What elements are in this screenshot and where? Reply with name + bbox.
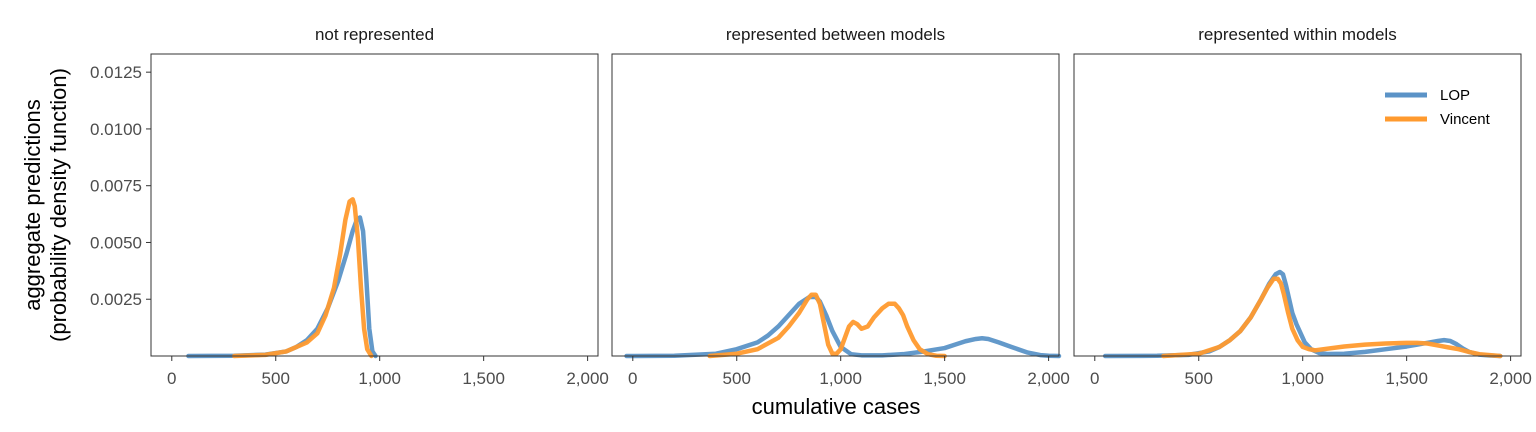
x-tick-label-2-0: 0: [628, 369, 637, 388]
panel-border-2: [611, 53, 1060, 357]
density-line-vincent-panel-2: [707, 292, 947, 359]
x-tick-label-2-1: 500: [723, 369, 751, 388]
x-tick-label-3-3: 1,500: [1385, 369, 1428, 388]
density-line-vincent-panel-3: [1161, 276, 1503, 359]
y-tick-label-0: 0.0025: [90, 290, 142, 309]
y-tick-label-2: 0.0075: [90, 177, 142, 196]
y-axis-title-line-1: aggregate predictions: [20, 99, 45, 311]
density-line-vincent-panel-1: [231, 197, 374, 359]
x-tick-label-1-2: 1,000: [358, 369, 401, 388]
y-axis-title-line-2: (probability density function): [46, 68, 71, 342]
y-tick-label-4: 0.0125: [90, 63, 142, 82]
x-tick-label-1-1: 500: [262, 369, 290, 388]
legend-label-vincent: Vincent: [1440, 111, 1491, 128]
x-axis-title: cumulative cases: [752, 394, 921, 419]
x-tick-label-2-3: 1,500: [923, 369, 966, 388]
x-tick-label-3-2: 1,000: [1281, 369, 1324, 388]
x-tick-label-2-2: 1,000: [819, 369, 862, 388]
x-tick-label-3-4: 2,000: [1489, 369, 1532, 388]
x-tick-label-3-0: 0: [1090, 369, 1099, 388]
x-tick-label-2-4: 2,000: [1027, 369, 1070, 388]
x-tick-label-1-3: 1,500: [462, 369, 505, 388]
panel-title-3: represented within models: [1198, 25, 1396, 44]
density-line-lop-panel-2: [624, 294, 1062, 359]
density-line-lop-panel-1: [186, 215, 378, 359]
panel-border-1: [150, 53, 599, 357]
x-tick-label-1-0: 0: [167, 369, 176, 388]
panel-title-2: represented between models: [726, 25, 945, 44]
panel-title-1: not represented: [315, 25, 434, 44]
y-tick-label-3: 0.0100: [90, 120, 142, 139]
x-tick-label-3-1: 500: [1185, 369, 1213, 388]
legend-label-lop: LOP: [1440, 87, 1470, 104]
x-tick-label-1-4: 2,000: [566, 369, 609, 388]
y-tick-label-1: 0.0050: [90, 233, 142, 252]
panel-border-3: [1073, 53, 1522, 357]
